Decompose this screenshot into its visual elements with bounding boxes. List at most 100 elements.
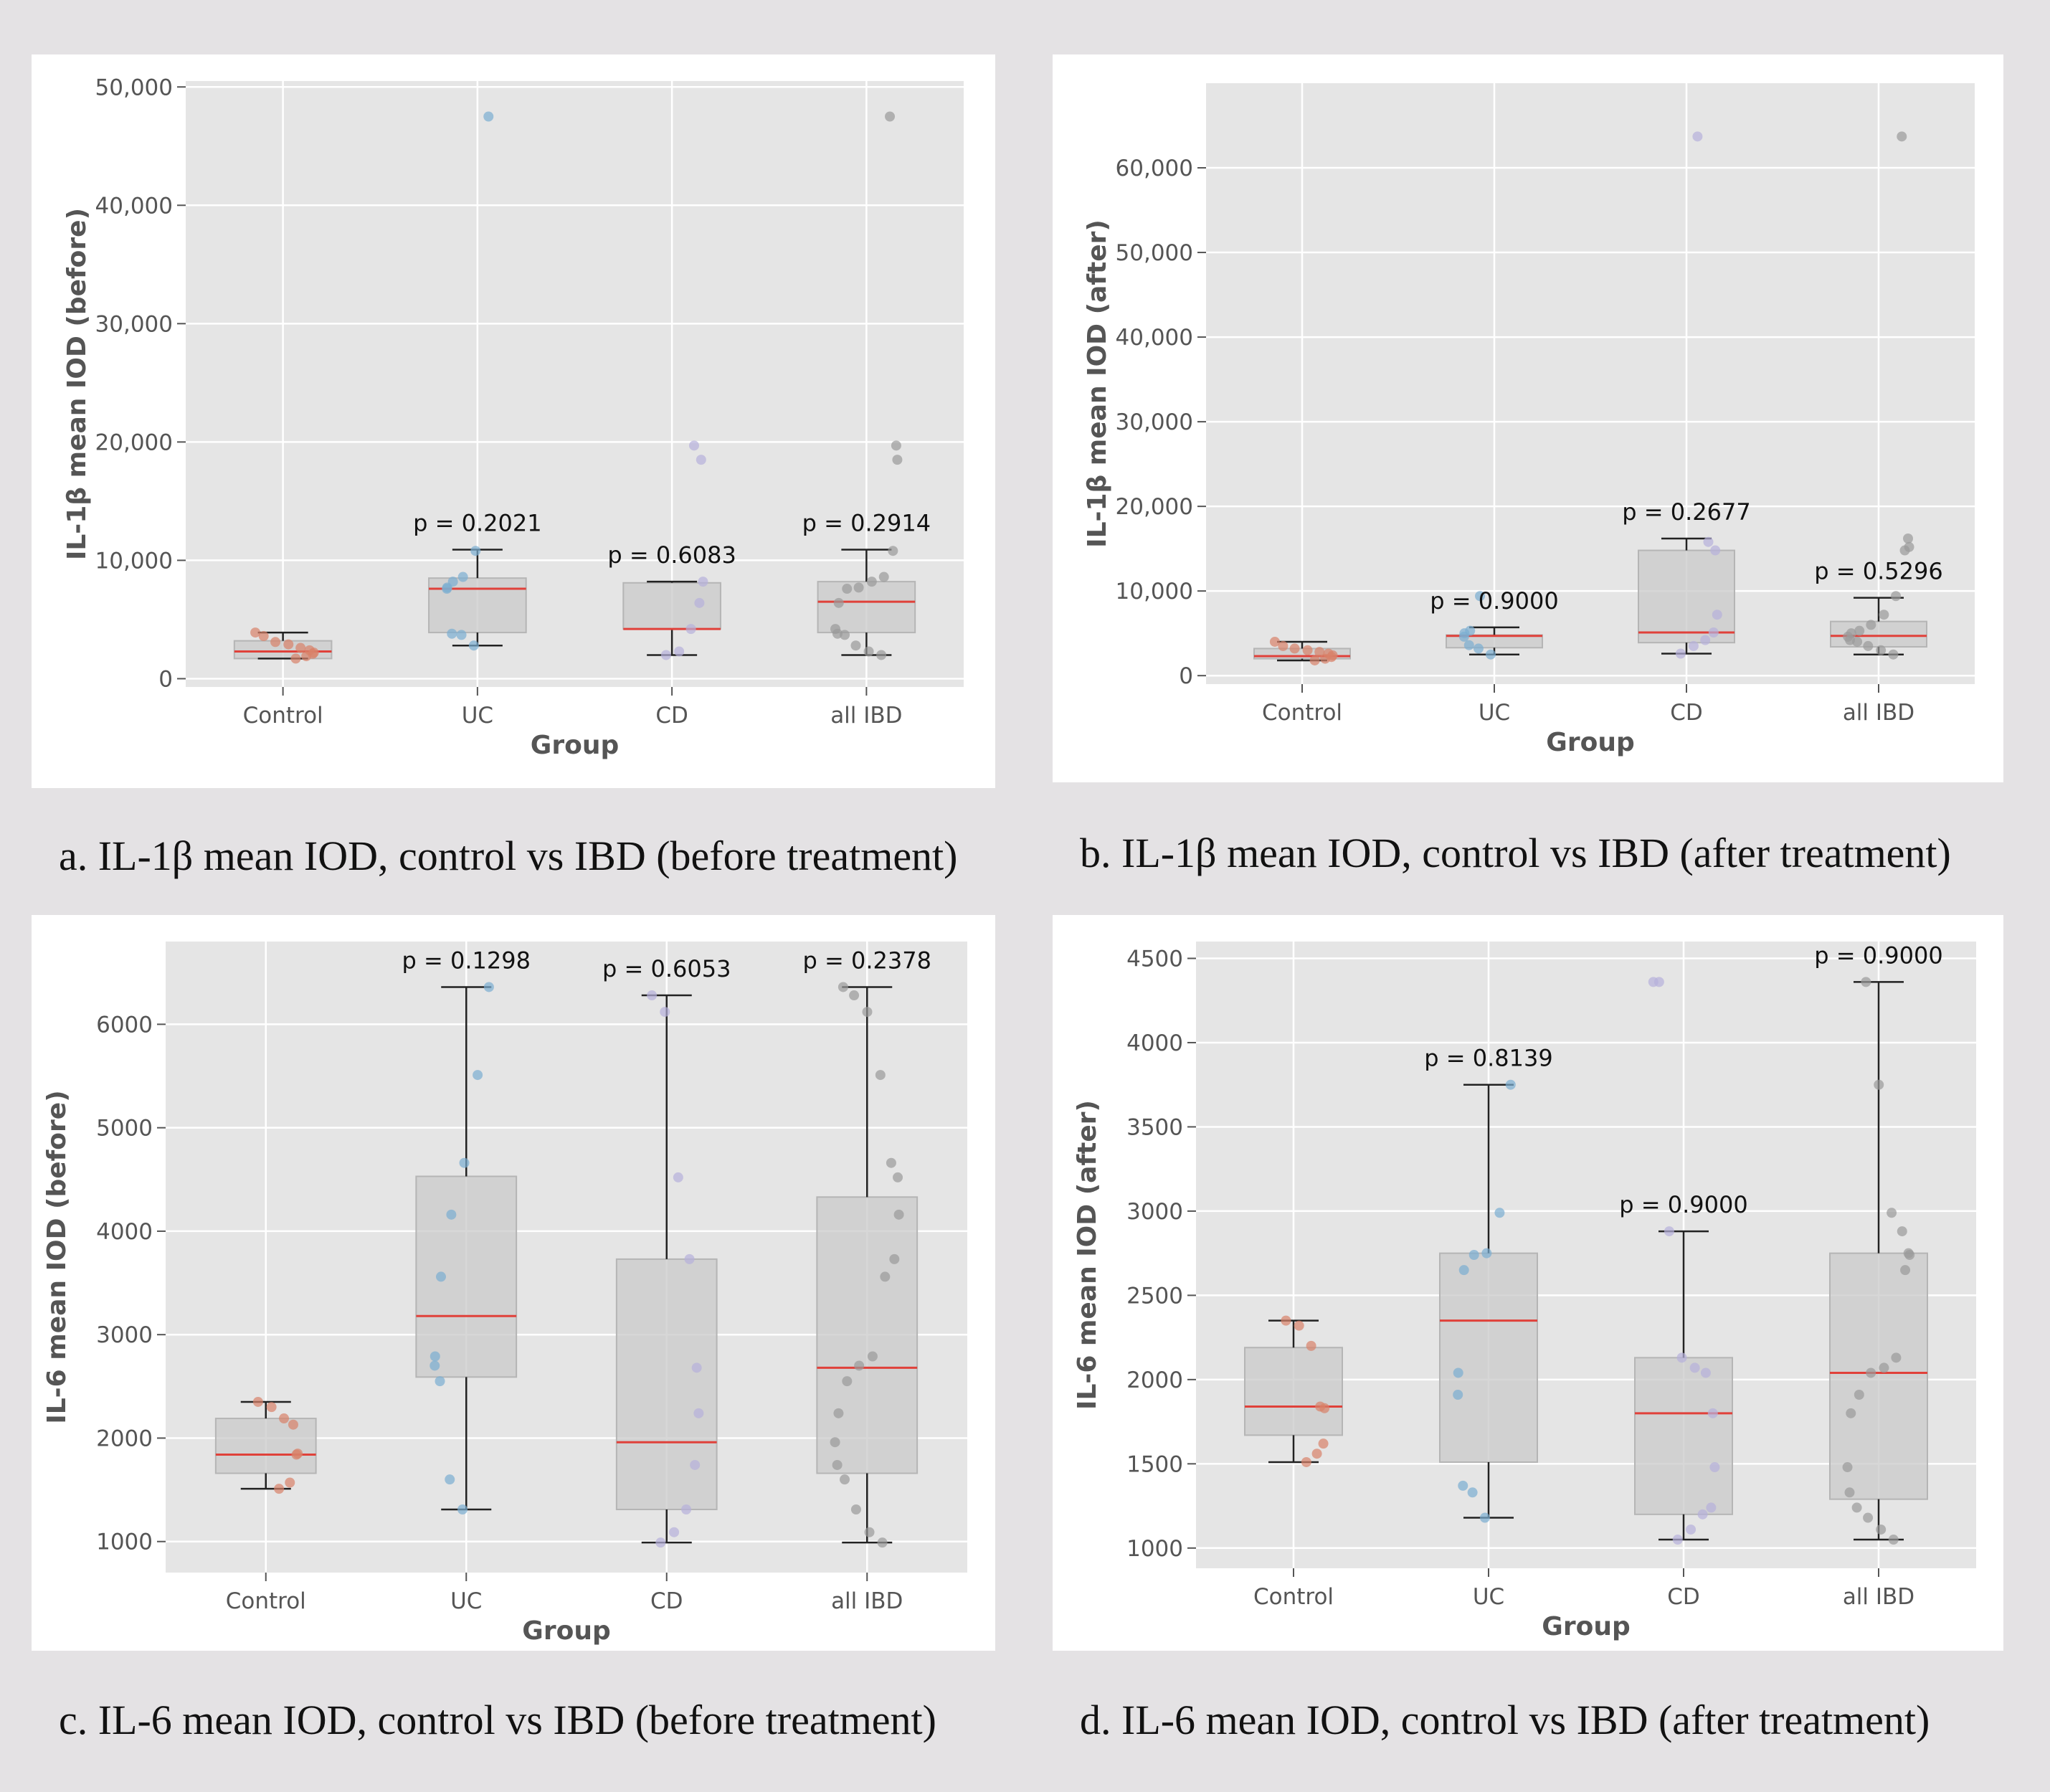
p-value-label: p = 0.2914 [802,510,931,537]
y-tick-label: 60,000 [1116,156,1193,181]
data-point [660,1007,670,1018]
data-point [832,1459,843,1470]
data-point [878,572,889,582]
data-point [470,546,481,556]
box-group [1829,981,1928,1541]
data-point [880,1271,891,1282]
data-point [1876,1524,1887,1535]
data-point [1481,1248,1492,1258]
chart-b-svg: 0 10,000 20,000 30,000 40,000 50,000 60,000 Con… [1083,83,1975,757]
y-tick-label: 10,000 [95,548,173,574]
data-point [1301,1456,1311,1467]
data-point [1854,1390,1864,1400]
box [1634,1357,1733,1515]
data-point [691,1362,702,1373]
y-tick-label: 2500 [1126,1283,1183,1309]
x-tick-label: all IBD [831,1588,903,1614]
y-tick-label: 2000 [96,1426,153,1451]
data-point [647,990,658,1001]
data-point [655,1537,666,1548]
data-point [889,1253,900,1264]
panel-d: 1000 1500 2000 2500 3000 3500 4000 4500 Control U… [1053,915,2003,1651]
data-point [833,597,844,608]
data-point [1473,643,1484,654]
data-point [1708,627,1719,638]
box-group [1638,537,1735,655]
data-point [1866,620,1876,630]
y-tick-label: 1000 [96,1530,153,1555]
data-point [1904,541,1914,552]
y-tick-label: 4000 [96,1219,153,1245]
y-tick-label: 3000 [96,1322,153,1348]
box [214,1418,317,1474]
data-point [468,640,479,651]
data-point [1494,1208,1505,1218]
data-point [1709,1462,1720,1473]
y-tick-label: 4500 [1126,946,1183,972]
chart-c-svg: 1000 2000 3000 4000 5000 6000 Control UC CD all I… [42,942,967,1646]
x-tick-label: UC [450,1588,482,1614]
data-point [270,637,281,648]
box [1638,549,1735,644]
data-point [888,546,898,556]
y-tick-label: 50,000 [1116,240,1193,266]
data-point [1675,648,1686,659]
data-point [446,1209,457,1220]
data-point [457,572,468,582]
data-point [850,1504,861,1514]
caption-a: a. IL-1β mean IOD, control vs IBD (befor… [59,833,958,879]
data-point [892,455,903,465]
data-point [436,1271,447,1282]
data-point [842,1376,853,1387]
y-axis-label: IL-1β mean IOD (after) [1083,219,1112,548]
data-point [288,1419,298,1430]
x-tick-label: CD [1670,700,1703,726]
data-point [674,646,685,657]
x-axis-label: Group [1546,728,1634,757]
data-point [1703,536,1714,547]
data-point [1874,1079,1884,1090]
y-tick-label: 0 [1179,663,1193,689]
data-point [690,1459,701,1470]
data-point [1318,1438,1329,1449]
data-point [1664,1226,1674,1237]
data-point [1465,625,1476,636]
box-group [1244,1319,1343,1464]
box [622,582,721,630]
data-point [1479,1512,1490,1523]
p-value-label: p = 0.5296 [1814,558,1942,585]
data-point [258,631,269,642]
y-tick-label: 20,000 [95,430,173,455]
data-point [1854,625,1865,636]
data-point [1888,649,1899,660]
data-point [1311,1449,1322,1459]
data-point [1309,655,1320,665]
box-group [622,580,721,656]
data-point [684,1253,695,1264]
data-point [1467,1487,1478,1498]
data-point [1888,1535,1899,1545]
data-point [1302,645,1313,655]
data-point [885,111,896,122]
data-point [862,1007,873,1018]
data-point [279,1413,290,1424]
data-point [1686,1524,1697,1535]
data-point [1475,591,1486,602]
y-tick-label: 40,000 [1116,325,1193,351]
box [1244,1347,1343,1436]
box [615,1258,718,1510]
caption-c: c. IL-6 mean IOD, control vs IBD (before… [59,1697,936,1743]
y-tick-label: 3000 [1126,1199,1183,1225]
p-value-label: p = 0.2378 [803,947,931,974]
data-point [1863,640,1874,651]
x-tick-label: Control [243,703,323,729]
data-point [435,1376,445,1387]
data-point [1692,131,1703,142]
data-point [1900,1265,1911,1276]
data-point [1688,640,1699,651]
data-point [867,1351,878,1362]
x-tick-label: Control [1262,700,1342,726]
data-point [1879,1362,1889,1373]
data-point [830,624,841,635]
data-point [893,1172,903,1182]
